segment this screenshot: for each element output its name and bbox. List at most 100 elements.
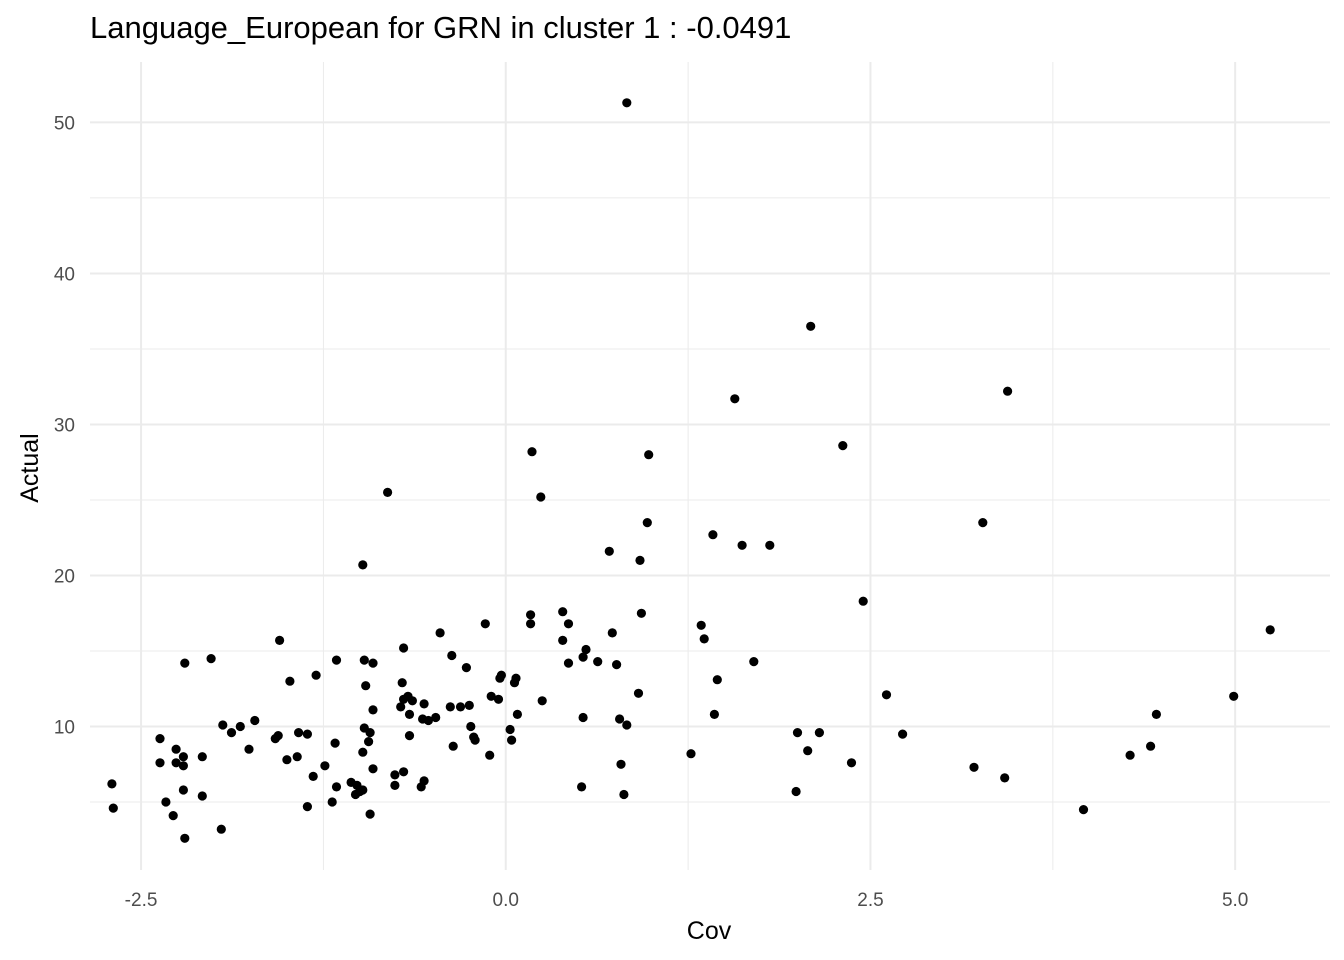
data-point [604,546,614,556]
y-tick-label: 10 [54,718,75,739]
data-point [168,811,178,821]
data-point [107,779,117,789]
data-point [226,728,237,738]
data-point [327,797,337,807]
data-point [302,802,312,812]
data-point [1125,750,1135,760]
data-point [969,762,979,772]
data-point [558,607,568,617]
data-point [858,596,868,606]
data-point [636,608,647,618]
data-point [350,789,361,800]
data-point [250,715,260,726]
data-point [512,709,523,720]
data-point [399,767,409,777]
data-point [1151,709,1161,720]
x-axis-title: Cov [687,917,732,945]
data-point [708,530,718,540]
data-point [507,735,517,745]
data-point [466,721,476,732]
data-point [461,663,471,673]
data-point [216,824,226,834]
data-point [644,450,654,460]
data-point [563,658,574,668]
data-point [486,691,496,701]
grid-lines [90,62,1330,870]
x-tick-label: 2.5 [857,890,883,911]
data-point [803,746,813,756]
data-point [712,675,722,685]
data-point [526,619,536,629]
data-point [578,652,588,662]
data-point [431,712,441,723]
data-point [1265,625,1275,635]
data-point [302,729,312,739]
data-point [578,712,588,723]
y-tick-label: 30 [54,415,75,436]
data-point [612,660,622,670]
data-point [285,676,295,686]
data-point [368,705,378,715]
data-point [292,752,302,762]
data-point [178,752,188,762]
y-tick-label: 20 [54,566,75,587]
data-point [331,655,342,665]
data-points [107,98,1275,843]
data-point [607,628,617,638]
data-point [308,771,318,782]
x-tick-label: 0.0 [493,890,519,911]
data-point [419,699,429,709]
data-point [699,634,709,644]
data-point [526,610,536,620]
data-point [846,758,857,768]
data-point [368,764,378,774]
data-point [282,755,292,765]
data-point [361,681,371,691]
data-point [898,729,908,739]
data-point [206,654,216,664]
data-point [593,657,603,667]
data-point [485,750,495,760]
data-point [161,797,171,807]
data-point [978,518,988,528]
data-point [1146,741,1156,751]
x-tick-label: 5.0 [1222,890,1248,911]
data-point [536,492,546,502]
data-point [505,724,515,735]
data-point [558,635,568,646]
data-point [178,785,188,795]
data-point [218,720,228,730]
data-point [696,620,706,630]
data-point [642,518,652,528]
data-point [364,737,374,747]
data-point [358,785,368,795]
data-point [311,670,321,680]
data-point [404,731,415,741]
x-tick-label: -2.5 [125,890,158,911]
data-point [418,714,428,724]
data-point [619,789,629,800]
data-point [581,644,591,655]
data-point [155,758,165,768]
data-point [563,619,574,629]
data-point [171,758,181,768]
y-tick-label: 40 [54,264,75,285]
data-point [235,721,245,732]
data-point [480,619,490,629]
data-point [464,700,474,711]
data-point [806,321,816,331]
data-point [615,714,625,724]
data-point [622,720,632,730]
data-point [270,734,280,744]
data-point [537,696,547,706]
data-point [358,747,368,757]
data-point [749,657,759,667]
data-point [1229,691,1239,701]
data-point [365,728,375,738]
data-point [331,782,342,792]
data-point [495,673,505,683]
data-point [686,749,696,759]
data-point [470,735,480,745]
data-point [635,555,645,566]
data-point [368,658,378,668]
